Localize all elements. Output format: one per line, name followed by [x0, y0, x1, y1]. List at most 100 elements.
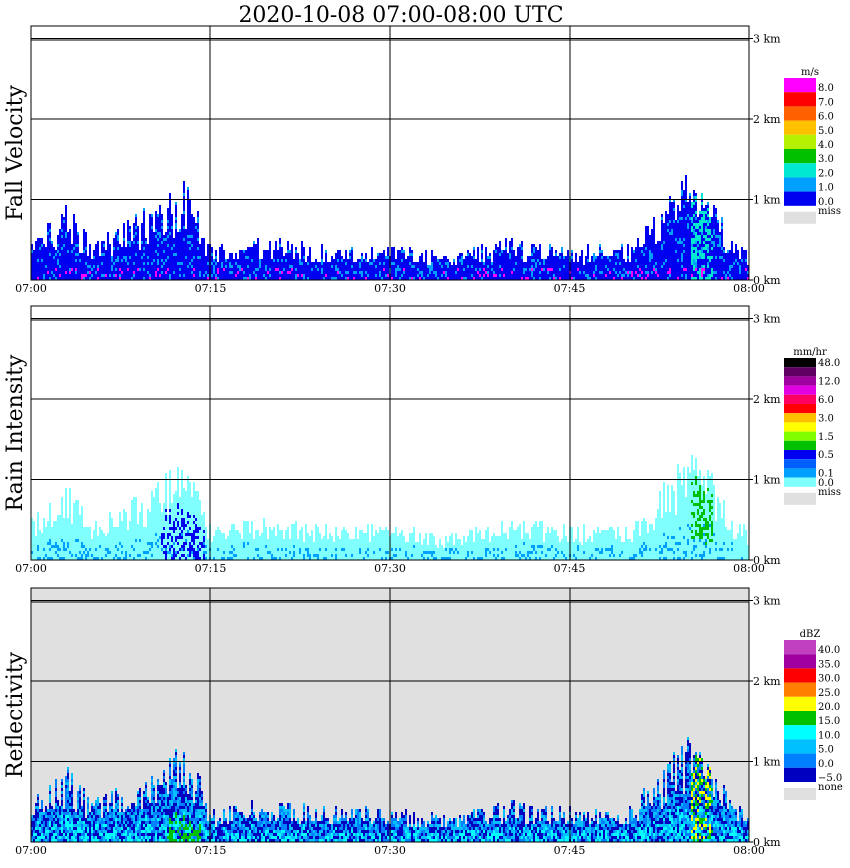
echo-cell — [75, 542, 77, 545]
echo-cell — [67, 277, 69, 280]
echo-cell — [205, 256, 207, 259]
echo-cell — [665, 241, 667, 244]
echo-cell — [391, 262, 393, 265]
echo-cell — [295, 247, 297, 250]
echo-cell — [121, 247, 123, 250]
echo-cell — [33, 554, 35, 557]
echo-cell — [67, 256, 69, 259]
echo-cell — [117, 247, 119, 250]
echo-cell — [461, 265, 463, 268]
echo-cell — [635, 247, 637, 250]
echo-cell — [721, 226, 723, 229]
echo-cell — [53, 262, 55, 265]
echo-cell — [93, 542, 95, 545]
echo-cell — [659, 277, 661, 280]
echo-cell — [581, 271, 583, 274]
echo-cell — [549, 271, 551, 274]
echo-cell — [731, 256, 733, 259]
echo-cell — [159, 208, 161, 211]
echo-cell — [111, 265, 113, 268]
echo-cell — [245, 274, 247, 277]
echo-cell — [687, 277, 689, 280]
echo-cell — [377, 262, 379, 265]
echo-cell — [461, 253, 463, 256]
echo-cell — [123, 256, 125, 259]
echo-cell — [281, 271, 283, 274]
echo-cell — [175, 226, 177, 229]
echo-cell — [317, 262, 319, 265]
echo-cell — [105, 259, 107, 262]
echo-cell — [699, 232, 701, 235]
echo-cell — [37, 524, 39, 527]
echo-cell — [393, 253, 395, 256]
echo-cell — [169, 247, 171, 250]
echo-cell — [179, 238, 181, 241]
echo-cell — [169, 259, 171, 262]
echo-cell — [291, 250, 293, 253]
echo-cell — [291, 256, 293, 259]
echo-cell — [605, 256, 607, 259]
echo-cell — [49, 518, 51, 521]
echo-cell — [159, 205, 161, 208]
echo-cell — [35, 539, 37, 542]
time-tick-label: 07:15 — [195, 282, 227, 295]
echo-cell — [467, 274, 469, 277]
echo-cell — [375, 274, 377, 277]
echo-cell — [193, 232, 195, 235]
echo-cell — [349, 274, 351, 277]
echo-cell — [661, 241, 663, 244]
echo-cell — [667, 214, 669, 217]
echo-cell — [31, 247, 33, 250]
echo-cell — [681, 268, 683, 271]
echo-cell — [159, 229, 161, 232]
echo-cell — [215, 271, 217, 274]
echo-cell — [153, 277, 155, 280]
echo-cell — [63, 253, 65, 256]
echo-cell — [83, 250, 85, 253]
echo-cell — [65, 533, 67, 536]
echo-cell — [399, 277, 401, 280]
echo-cell — [313, 265, 315, 268]
echo-cell — [279, 238, 281, 241]
echo-cell — [43, 530, 45, 533]
echo-cell — [639, 268, 641, 271]
echo-cell — [297, 253, 299, 256]
echo-cell — [53, 530, 55, 533]
echo-cell — [137, 271, 139, 274]
echo-cell — [137, 229, 139, 232]
echo-cell — [663, 250, 665, 253]
echo-cell — [231, 256, 233, 259]
echo-cell — [685, 250, 687, 253]
echo-cell — [87, 554, 89, 557]
echo-cell — [67, 274, 69, 277]
echo-cell — [183, 262, 185, 265]
echo-cell — [83, 539, 85, 542]
echo-cell — [67, 247, 69, 250]
echo-cell — [621, 277, 623, 280]
echo-cell — [215, 277, 217, 280]
echo-cell — [555, 277, 557, 280]
echo-cell — [175, 244, 177, 247]
echo-cell — [669, 268, 671, 271]
echo-cell — [563, 277, 565, 280]
echo-cell — [95, 551, 97, 554]
echo-cell — [585, 274, 587, 277]
echo-cell — [333, 265, 335, 268]
echo-cell — [83, 527, 85, 530]
echo-cell — [517, 256, 519, 259]
echo-cell — [243, 256, 245, 259]
echo-cell — [621, 262, 623, 265]
echo-cell — [123, 238, 125, 241]
echo-cell — [371, 256, 373, 259]
echo-cell — [695, 199, 697, 202]
echo-cell — [31, 271, 33, 274]
echo-cell — [673, 205, 675, 208]
echo-cell — [699, 235, 701, 238]
echo-cell — [57, 557, 59, 560]
echo-cell — [263, 268, 265, 271]
echo-cell — [69, 265, 71, 268]
echo-cell — [359, 265, 361, 268]
echo-cell — [153, 271, 155, 274]
echo-cell — [491, 265, 493, 268]
echo-cell — [743, 259, 745, 262]
